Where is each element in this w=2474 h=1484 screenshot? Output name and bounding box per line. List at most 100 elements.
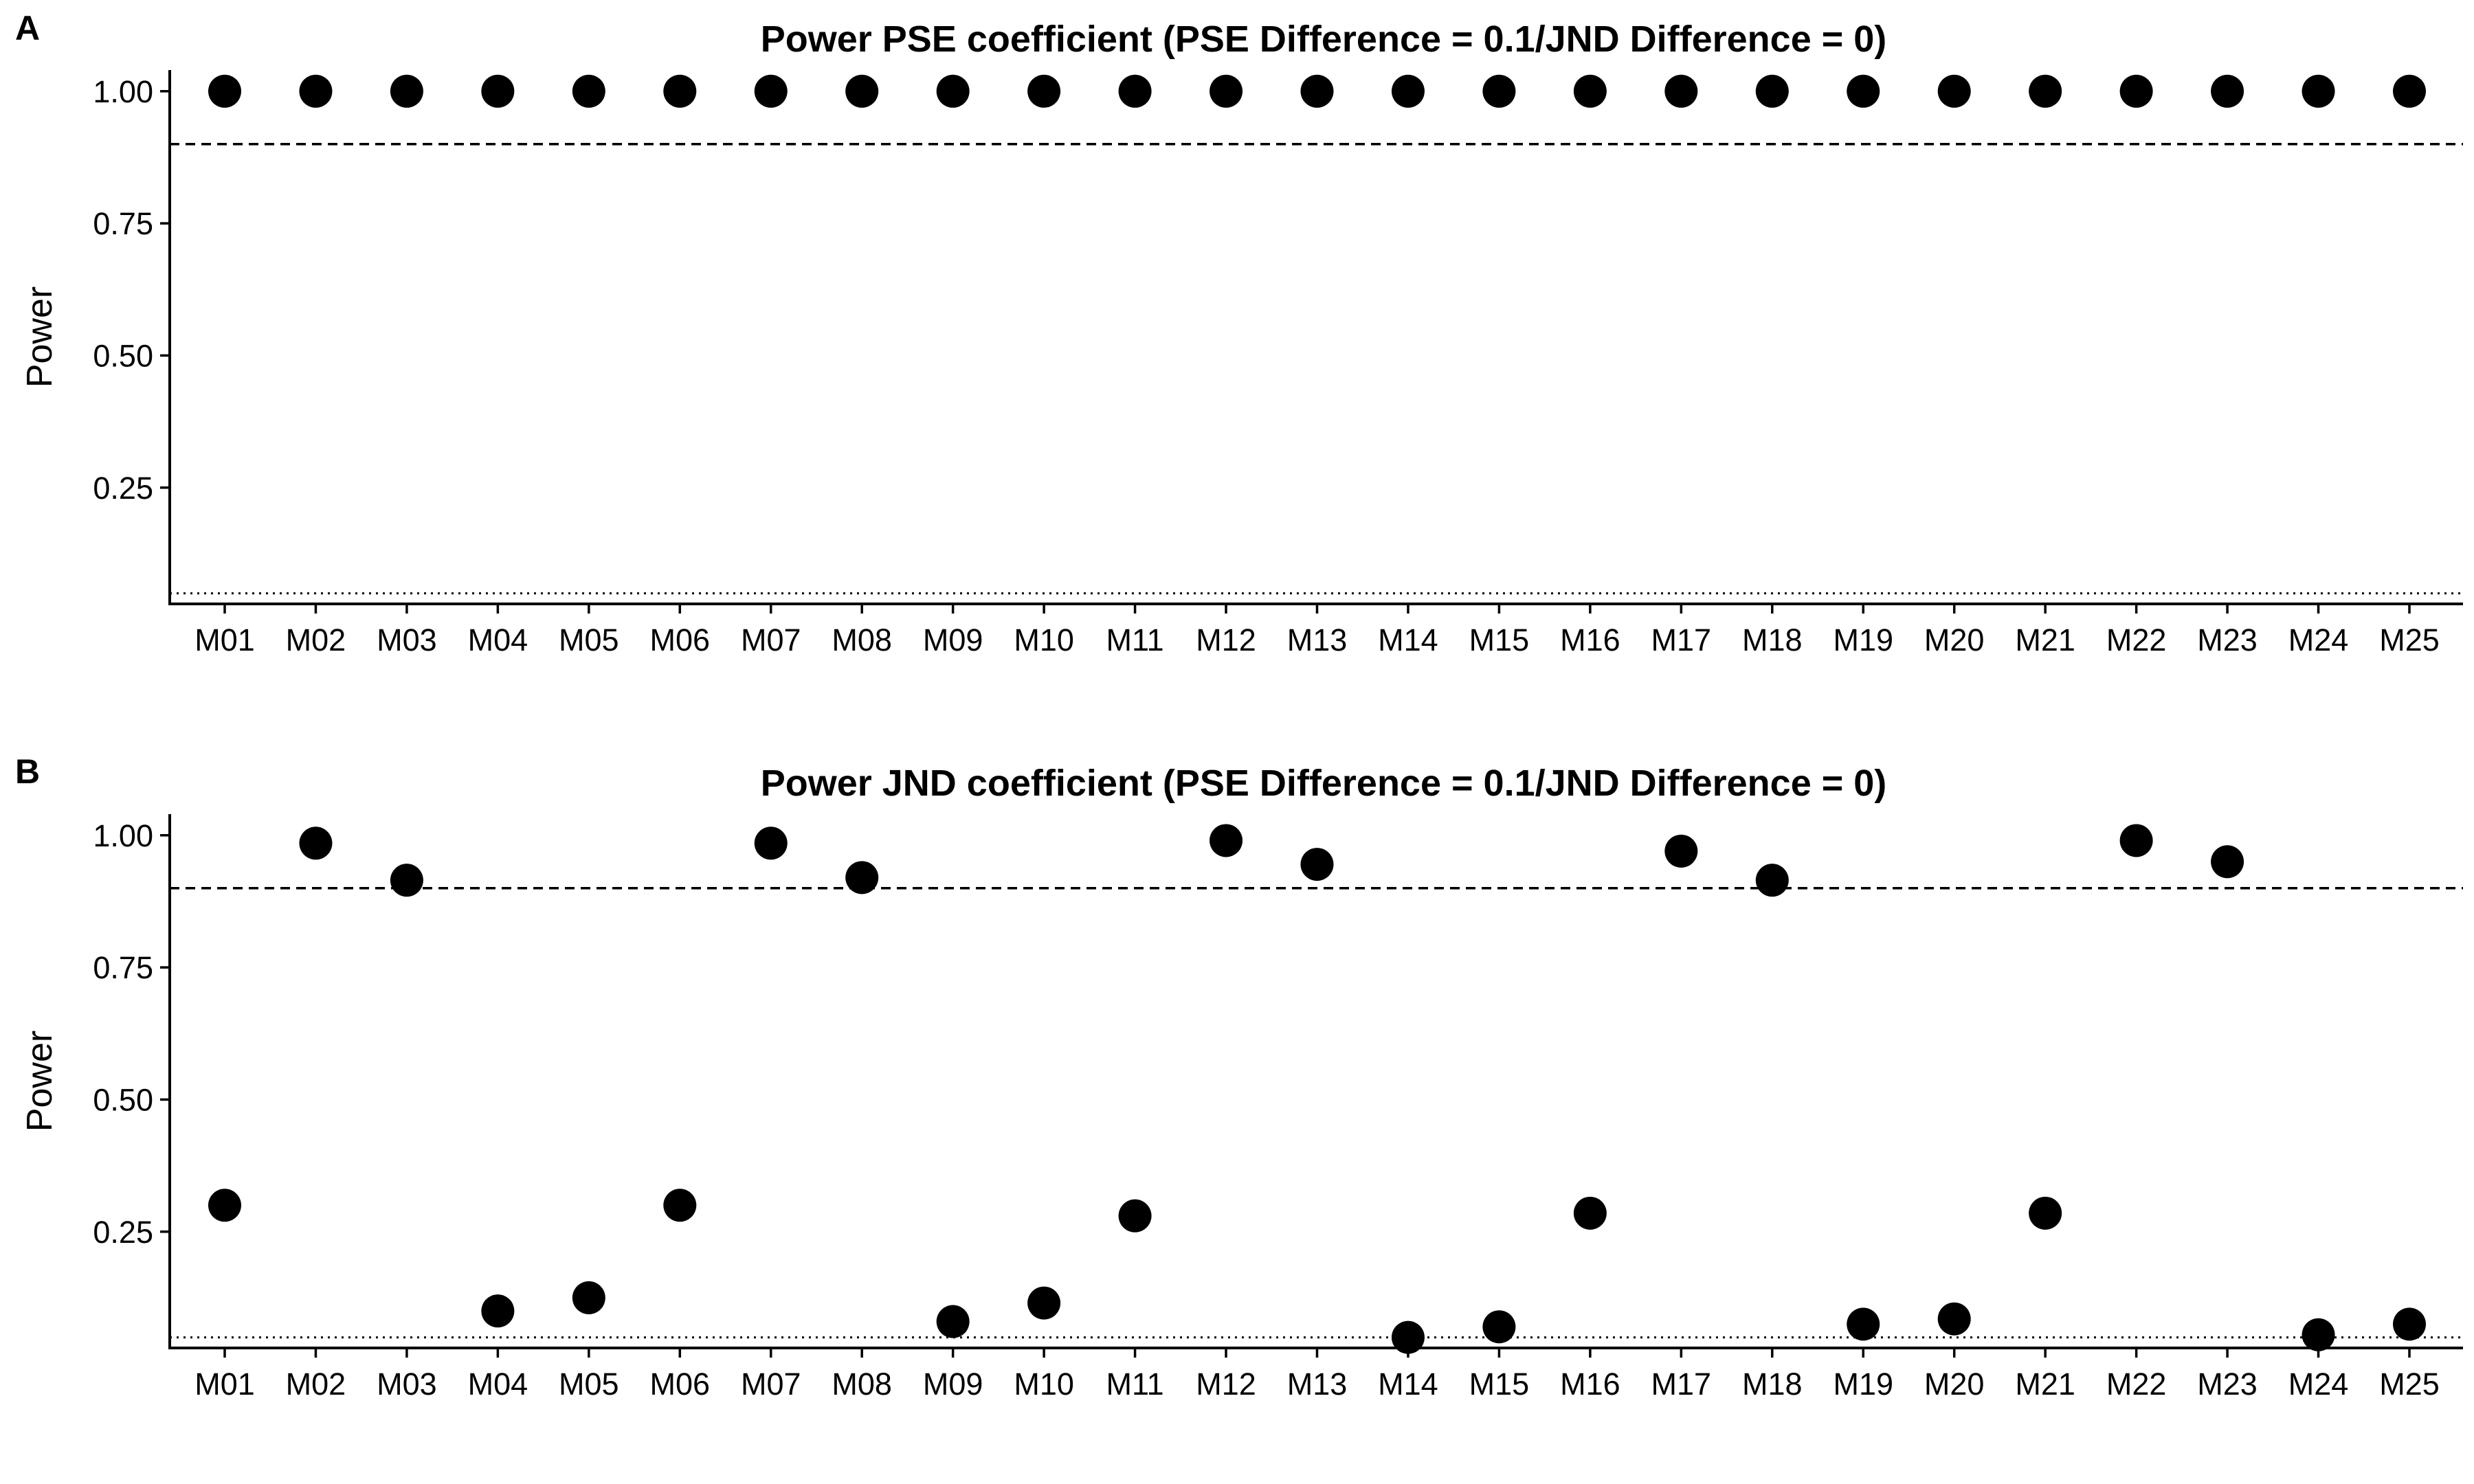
data-point-m18 <box>1755 74 1789 108</box>
x-tick-label: M07 <box>741 622 801 657</box>
data-point-m08 <box>845 74 879 108</box>
x-tick-label: M13 <box>1287 1367 1348 1402</box>
data-point-m20 <box>1937 74 1971 108</box>
panel-label: A <box>15 9 40 47</box>
x-tick-label: M20 <box>1924 1367 1985 1402</box>
data-point-m15 <box>1482 1310 1516 1344</box>
y-tick-label: 1.00 <box>93 74 153 109</box>
data-point-m11 <box>1118 74 1152 108</box>
x-tick-label: M14 <box>1378 1367 1438 1402</box>
data-point-m15 <box>1482 74 1516 108</box>
data-point-m21 <box>2029 74 2062 108</box>
x-tick-label: M21 <box>2015 1367 2075 1402</box>
x-tick-label: M04 <box>468 1367 528 1402</box>
chart-panel-b: B Power JND coefficient (PSE Difference =… <box>15 752 2463 1402</box>
x-tick-label: M19 <box>1833 622 1893 657</box>
x-tick-label: M21 <box>2015 622 2075 657</box>
y-tick-label: 0.75 <box>93 206 153 241</box>
data-point-m03 <box>390 864 423 897</box>
data-point-m06 <box>663 74 697 108</box>
data-point-m17 <box>1664 834 1698 868</box>
data-point-m24 <box>2302 1318 2335 1351</box>
data-point-m01 <box>208 1189 241 1222</box>
x-tick-label: M02 <box>286 622 346 657</box>
panel-label: B <box>15 752 40 791</box>
x-tick-label: M03 <box>377 622 437 657</box>
x-tick-label: M01 <box>194 1367 255 1402</box>
x-tick-label: M01 <box>194 622 255 657</box>
data-point-m13 <box>1300 74 1334 108</box>
x-tick-label: M06 <box>650 1367 711 1402</box>
x-tick-label: M08 <box>832 1367 892 1402</box>
data-point-m11 <box>1118 1199 1152 1233</box>
y-tick-label: 0.75 <box>93 950 153 985</box>
y-tick-label: 0.50 <box>93 1082 153 1117</box>
x-tick-label: M16 <box>1560 1367 1620 1402</box>
x-tick-label: M10 <box>1014 622 1074 657</box>
x-tick-label: M11 <box>1106 622 1163 657</box>
chart-title: Power PSE coefficient (PSE Difference = … <box>761 19 1887 60</box>
y-tick-label: 0.50 <box>93 338 153 373</box>
x-tick-label: M20 <box>1924 622 1985 657</box>
data-point-m08 <box>845 861 879 895</box>
y-tick-label: 0.25 <box>93 1215 153 1250</box>
x-tick-label: M09 <box>923 622 983 657</box>
data-point-m06 <box>663 1189 697 1222</box>
x-tick-label: M08 <box>832 622 892 657</box>
data-point-m02 <box>299 827 333 860</box>
x-tick-label: M03 <box>377 1367 437 1402</box>
data-point-m05 <box>572 74 605 108</box>
data-point-m21 <box>2029 1196 2062 1230</box>
data-point-m09 <box>936 74 970 108</box>
chart-panel-a: A Power PSE coefficient (PSE Difference =… <box>15 9 2463 657</box>
x-tick-label: M11 <box>1106 1367 1163 1402</box>
x-tick-label: M14 <box>1378 622 1438 657</box>
x-tick-label: M25 <box>2379 1367 2440 1402</box>
x-tick-label: M12 <box>1196 1367 1256 1402</box>
y-axis-title: Power <box>20 286 60 387</box>
data-point-m09 <box>936 1305 970 1338</box>
data-point-m02 <box>299 74 333 108</box>
x-tick-label: M18 <box>1742 1367 1803 1402</box>
x-tick-label: M09 <box>923 1367 983 1402</box>
data-point-m19 <box>1847 74 1880 108</box>
data-point-m17 <box>1664 74 1698 108</box>
x-tick-label: M05 <box>559 622 619 657</box>
x-tick-label: M04 <box>468 622 528 657</box>
data-point-m22 <box>2119 824 2153 857</box>
data-point-m20 <box>1937 1302 1971 1336</box>
data-point-m13 <box>1300 848 1334 881</box>
data-point-m14 <box>1391 74 1425 108</box>
x-tick-label: M13 <box>1287 622 1348 657</box>
y-tick-label: 0.25 <box>93 471 153 506</box>
x-tick-label: M18 <box>1742 622 1803 657</box>
data-point-m22 <box>2119 74 2153 108</box>
x-tick-label: M22 <box>2106 1367 2167 1402</box>
x-tick-label: M05 <box>559 1367 619 1402</box>
x-tick-label: M23 <box>2197 622 2258 657</box>
data-point-m12 <box>1210 824 1243 857</box>
data-point-m25 <box>2393 74 2426 108</box>
data-point-m04 <box>481 1294 515 1328</box>
x-tick-label: M24 <box>2288 1367 2349 1402</box>
data-point-m12 <box>1210 74 1243 108</box>
data-point-m14 <box>1391 1320 1425 1354</box>
x-tick-label: M24 <box>2288 622 2349 657</box>
data-point-m24 <box>2302 74 2335 108</box>
x-tick-label: M10 <box>1014 1367 1074 1402</box>
x-tick-label: M22 <box>2106 622 2167 657</box>
x-tick-label: M16 <box>1560 622 1620 657</box>
y-tick-label: 1.00 <box>93 818 153 853</box>
data-point-m25 <box>2393 1307 2426 1341</box>
x-tick-label: M19 <box>1833 1367 1893 1402</box>
data-point-m01 <box>208 74 241 108</box>
data-point-m23 <box>2211 845 2244 879</box>
x-tick-label: M06 <box>650 622 711 657</box>
data-point-m10 <box>1027 74 1061 108</box>
data-point-m19 <box>1847 1307 1880 1341</box>
x-tick-label: M15 <box>1469 1367 1530 1402</box>
data-point-m04 <box>481 74 515 108</box>
data-point-m16 <box>1573 1196 1607 1230</box>
data-point-m16 <box>1573 74 1607 108</box>
